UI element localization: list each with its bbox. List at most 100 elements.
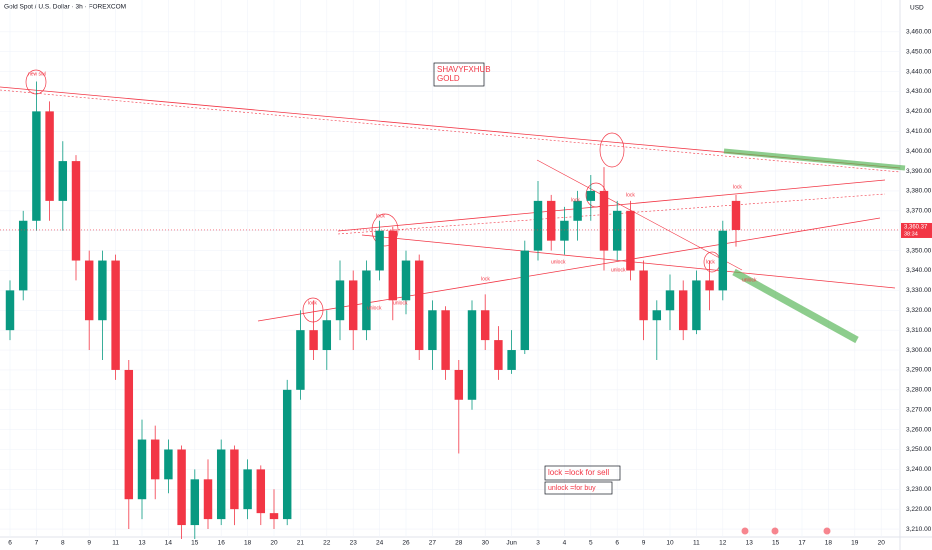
candle-body (71, 161, 81, 261)
candle-body (626, 210, 635, 271)
candle-body (282, 389, 292, 520)
candle-body (586, 190, 596, 201)
candle-body (58, 161, 68, 201)
x-tick-label: 21 (297, 540, 305, 547)
y-tick-label: 3,210.00 (906, 526, 932, 533)
y-tick-label: 3,270.00 (906, 406, 932, 413)
x-tick-label: 20 (270, 540, 278, 547)
y-tick-label: 3,230.00 (906, 486, 932, 493)
event-icon (771, 527, 779, 535)
annotation: unlock (611, 267, 626, 273)
candle-body (731, 200, 741, 230)
annotation: lock (571, 197, 580, 203)
candle-body (256, 469, 266, 514)
annotation: unlock (393, 300, 408, 306)
annotation: lock =lock for sell (548, 468, 609, 477)
x-tick-label: 13 (138, 540, 146, 547)
candle-body (137, 439, 147, 500)
candle-body (507, 350, 516, 370)
candle-body (5, 290, 15, 331)
y-tick-label: 3,290.00 (906, 367, 932, 374)
x-tick-label: 18 (825, 540, 833, 547)
candle-body (705, 280, 714, 291)
candle-body (296, 330, 305, 390)
x-tick-label: 5 (589, 540, 593, 547)
annotation: unlock =for buy (548, 485, 596, 492)
candle-body (348, 280, 358, 331)
x-tick-label: 12 (719, 540, 727, 547)
candle-body (414, 260, 424, 351)
annotation: unlock (367, 305, 382, 311)
candle-body (441, 310, 450, 370)
annotation: lock (706, 259, 715, 265)
candle-body (494, 340, 503, 370)
candle-body (203, 479, 213, 520)
circle (302, 297, 324, 323)
box (433, 62, 485, 87)
x-tick-label: 11 (693, 540, 700, 547)
x-tick-label: 3 (536, 540, 540, 547)
annotation: unlock (551, 259, 566, 265)
x-tick-label: 16 (218, 540, 226, 547)
y-tick-label: 3,220.00 (906, 506, 932, 513)
event-icons (741, 527, 831, 535)
candle-body (190, 479, 200, 526)
candle-body (652, 310, 662, 321)
candle-body (98, 260, 107, 321)
candle-body (401, 260, 411, 301)
x-tick-label: 19 (851, 540, 859, 547)
candle-body (164, 449, 173, 480)
candle-body (533, 200, 543, 251)
y-tick-label: 3,260.00 (906, 426, 932, 433)
x-tick-label: 4 (563, 540, 567, 547)
x-tick-label: 9 (642, 540, 646, 547)
x-tick-label: 26 (402, 540, 410, 547)
candle-body (388, 230, 398, 301)
candle-body (269, 513, 279, 520)
y-tick-label: 3,450.00 (906, 48, 932, 55)
candle-body (665, 290, 675, 311)
y-tick-label: 3,380.00 (906, 188, 932, 195)
x-tick-label: 17 (798, 540, 806, 547)
candle-body (678, 290, 688, 331)
y-tick-label: 3,300.00 (906, 347, 932, 354)
event-icon (823, 527, 831, 535)
candle-body (216, 449, 226, 520)
candle-body (84, 260, 94, 321)
x-tick-label: 7 (35, 540, 39, 547)
x-tick-label: 15 (772, 540, 780, 547)
x-tick-label: 13 (746, 540, 754, 547)
x-tick-label: 20 (878, 540, 886, 547)
x-tick-label: 6 (8, 540, 12, 547)
zone (732, 268, 859, 344)
candle-body (32, 111, 41, 221)
x-tick-label: 23 (350, 540, 358, 547)
y-tick-label: 3,330.00 (906, 287, 932, 294)
trend-line (337, 193, 886, 235)
candle-body (230, 449, 239, 510)
candle-body (718, 230, 728, 291)
candle-body (560, 220, 569, 241)
x-tick-label: 24 (376, 540, 384, 547)
trend-line (257, 217, 881, 322)
candle-body (335, 280, 345, 321)
y-tick-label: 3,460.00 (906, 29, 932, 36)
y-tick-label: 3,280.00 (906, 387, 932, 394)
x-tick-label: 11 (112, 540, 119, 547)
x-tick-label: 10 (666, 540, 674, 547)
candle-body (18, 220, 28, 291)
candle-body (375, 230, 384, 271)
candle-body (520, 250, 530, 351)
x-tick-label: Jun (506, 540, 517, 547)
y-tick-label: 3,420.00 (906, 108, 932, 115)
annotation: lock (308, 300, 317, 306)
price-label: 3,360.37 (904, 225, 928, 231)
x-tick-label: 27 (429, 540, 437, 547)
candle-body (467, 310, 477, 400)
candle-body (309, 330, 318, 351)
candle-body (573, 200, 582, 221)
price-tag (901, 222, 932, 238)
x-tick-label: 6 (615, 540, 619, 547)
x-tick-label: 22 (323, 540, 331, 547)
